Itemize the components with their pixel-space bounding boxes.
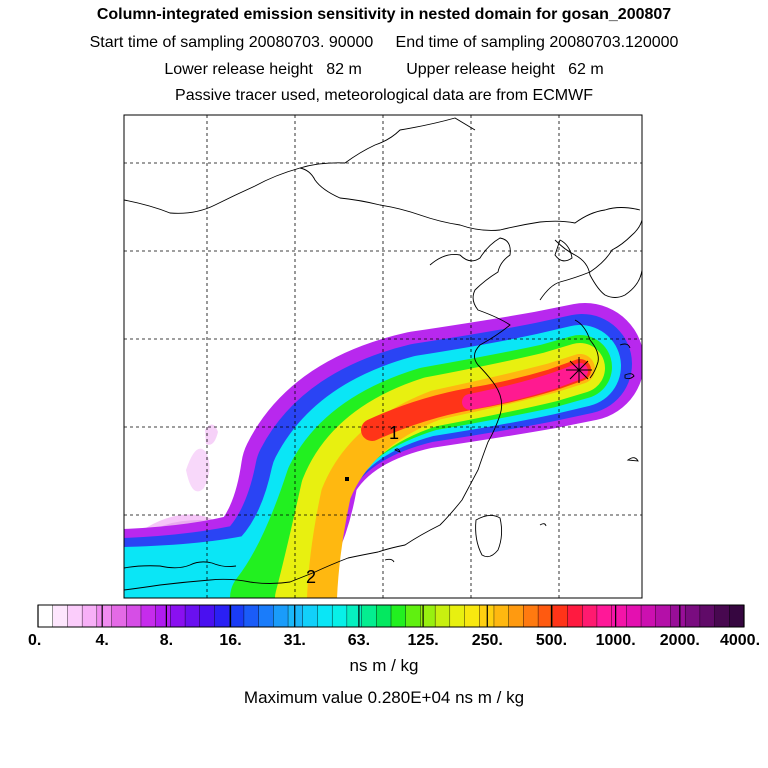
legend-color-cell: [523, 604, 539, 628]
legend-color-cell: [640, 604, 657, 628]
map-frame: [123, 114, 643, 599]
legend-tick-label: 500.: [536, 632, 567, 649]
cluster-marker-2: 2: [306, 567, 316, 587]
legend-color-cell: [552, 604, 568, 628]
legend-color-cell: [537, 604, 554, 628]
legend-frame: [37, 604, 745, 628]
legend-color-cell: [361, 604, 377, 628]
sampling-time-line: Start time of sampling 20080703. 90000 E…: [89, 34, 679, 51]
legend-tick-label: 63.: [348, 632, 370, 649]
legend-color-cell: [243, 604, 260, 628]
coastlines: [124, 117, 642, 591]
legend-tick-label: 4.: [96, 632, 109, 649]
legend-color-bar: [37, 604, 745, 628]
legend-color-cell: [126, 604, 142, 628]
cluster-dot: [345, 477, 349, 481]
legend-color-cell: [317, 604, 333, 628]
legend-color-cell: [37, 604, 54, 628]
legend-color-cell: [567, 604, 583, 628]
legend-color-cell: [493, 604, 510, 628]
legend-color-cell: [582, 604, 598, 628]
legend-tick-label: 31.: [284, 632, 306, 649]
legend-color-cell: [596, 604, 613, 628]
legend-color-cell: [214, 604, 230, 628]
legend-color-cell: [508, 604, 524, 628]
legend-color-cell: [684, 604, 701, 628]
legend-color-cell: [611, 604, 627, 628]
legend-color-cell: [258, 604, 274, 628]
legend-color-cell: [670, 604, 686, 628]
legend-color-cell: [405, 604, 421, 628]
legend-color-cell: [390, 604, 407, 628]
legend-units: ns m / kg: [349, 656, 419, 675]
legend-color-cell: [81, 604, 98, 628]
legend-color-cell: [626, 604, 642, 628]
legend-color-cell: [184, 604, 201, 628]
release-height-line: Lower release height 82 m Upper release …: [164, 61, 604, 78]
legend-color-cell: [331, 604, 348, 628]
plume-band-magenta: [462, 363, 588, 410]
legend-color-cell: [449, 604, 466, 628]
legend-color-cell: [302, 604, 318, 628]
legend-color-cell: [52, 604, 68, 628]
legend-tick-label: 16.: [219, 632, 241, 649]
legend-tick-label: 8.: [160, 632, 173, 649]
legend-color-cell: [140, 604, 157, 628]
plume-layer: [124, 303, 642, 598]
legend-color-cell: [273, 604, 289, 628]
legend-color-cell: [96, 604, 113, 628]
legend-tick-label: 250.: [472, 632, 503, 649]
legend-color-cell: [699, 604, 716, 628]
legend-color-cell: [714, 604, 730, 628]
legend-color-cell: [229, 604, 245, 628]
legend-tick-label: 4000.: [720, 632, 760, 649]
map-title: Column-integrated emission sensitivity i…: [96, 6, 672, 23]
receptor-star-icon: [566, 357, 592, 383]
legend-tick-label: 1000.: [596, 632, 636, 649]
legend-color-cell: [464, 604, 480, 628]
legend-color-cell: [729, 604, 745, 628]
legend-tick-label: 0.: [28, 632, 41, 649]
legend-color-cell: [655, 604, 671, 628]
legend-tick-label: 2000.: [660, 632, 700, 649]
legend-color-cell: [111, 604, 127, 628]
legend-color-cell: [155, 604, 171, 628]
legend-tick-label: 125.: [408, 632, 439, 649]
color-legend: 0. 4. 8. 16. 31. 63. 125. 250. 500. 1000. 2000. 400…: [28, 604, 760, 649]
legend-color-cell: [346, 604, 363, 628]
legend-color-cell: [376, 604, 392, 628]
grid-lines: [124, 115, 642, 598]
legend-color-cell: [199, 604, 215, 628]
tracer-info-line: Passive tracer used, meteorological data…: [175, 87, 593, 104]
legend-tick-labels: 0. 4. 8. 16. 31. 63. 125. 250. 500. 1000. 2000. 400…: [28, 632, 760, 649]
maximum-value-line: Maximum value 0.280E+04 ns m / kg: [243, 688, 525, 707]
legend-color-cell: [67, 604, 83, 628]
legend-color-cell: [434, 604, 451, 628]
legend-color-cell: [170, 604, 186, 628]
cluster-marker-1: 1: [389, 423, 399, 443]
legend-color-cell: [287, 604, 304, 628]
